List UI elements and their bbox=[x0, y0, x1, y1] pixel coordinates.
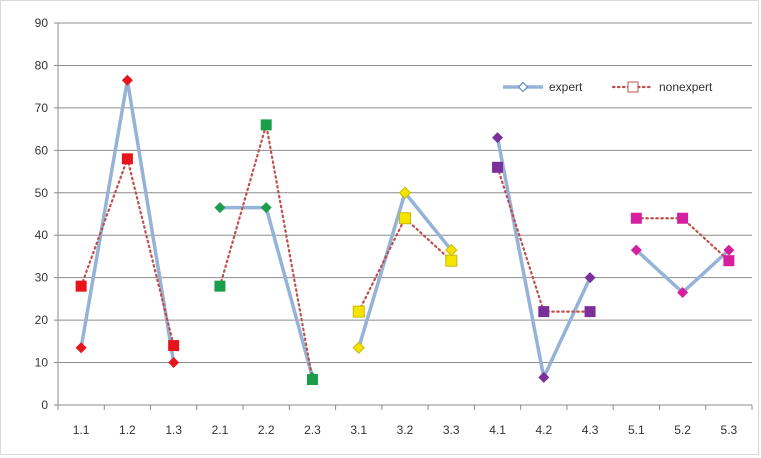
nonexpert-point bbox=[214, 280, 226, 292]
y-tick-label: 0 bbox=[41, 398, 48, 412]
nonexpert-point bbox=[121, 153, 133, 165]
x-tick-label: 4.3 bbox=[582, 423, 599, 437]
x-tick-label: 1.3 bbox=[165, 423, 182, 437]
x-tick-label: 2.1 bbox=[212, 423, 229, 437]
nonexpert-point bbox=[260, 119, 272, 131]
y-tick-label: 80 bbox=[35, 58, 49, 72]
nonexpert-line-group-2 bbox=[218, 124, 314, 381]
nonexpert-point bbox=[677, 212, 689, 224]
nonexpert-point bbox=[399, 212, 411, 225]
nonexpert-point bbox=[445, 254, 458, 267]
x-tick-label: 1.2 bbox=[119, 423, 136, 437]
nonexpert-point bbox=[723, 255, 735, 267]
expert-point bbox=[398, 186, 412, 199]
x-tick-label: 5.2 bbox=[674, 423, 691, 437]
legend-expert-label: expert bbox=[549, 80, 583, 94]
legend-expert-swatch-marker bbox=[517, 81, 529, 93]
expert-point bbox=[168, 357, 180, 369]
x-tick-label: 5.1 bbox=[628, 423, 645, 437]
y-tick-label: 10 bbox=[35, 356, 49, 370]
expert-point bbox=[492, 132, 504, 144]
y-tick-label: 90 bbox=[35, 16, 49, 30]
expert-point bbox=[260, 202, 272, 214]
nonexpert-point bbox=[75, 280, 87, 292]
nonexpert-point bbox=[538, 306, 550, 318]
y-tick-label: 40 bbox=[35, 228, 49, 242]
expert-point bbox=[352, 341, 365, 354]
expert-point bbox=[121, 74, 133, 86]
expert-point bbox=[630, 244, 642, 256]
legend: expert nonexpert bbox=[503, 80, 713, 94]
axes: 0 10 20 30 40 50 60 70 80 90 1.1 1.2 1.3 2.1 2.2 2.3 3.1… bbox=[35, 16, 753, 437]
expert-line-group-2 bbox=[218, 205, 315, 380]
expert-point bbox=[584, 272, 596, 284]
expert-line-group-4 bbox=[495, 135, 592, 380]
expert-point bbox=[445, 243, 458, 257]
nonexpert-point bbox=[584, 306, 596, 318]
nonexpert-point bbox=[492, 161, 504, 173]
nonexpert-point bbox=[168, 340, 180, 352]
x-tick-label: 2.3 bbox=[304, 423, 321, 437]
x-tick-label: 3.1 bbox=[350, 423, 367, 437]
nonexpert-line-group-1 bbox=[80, 155, 175, 347]
legend-nonexpert-label: nonexpert bbox=[659, 80, 713, 94]
nonexpert-point bbox=[630, 212, 642, 224]
expert-point bbox=[214, 202, 226, 214]
expert-point bbox=[306, 371, 318, 383]
expert-point bbox=[538, 371, 550, 383]
x-tick-label: 4.2 bbox=[535, 423, 552, 437]
x-tick-label: 5.3 bbox=[721, 423, 738, 437]
data-markers bbox=[75, 74, 735, 386]
y-tick-label: 30 bbox=[35, 271, 49, 285]
x-tick-label: 3.3 bbox=[443, 423, 460, 437]
expert-point bbox=[723, 244, 735, 256]
series-lines bbox=[79, 78, 731, 381]
x-tick-label: 3.2 bbox=[397, 423, 414, 437]
x-tick-label: 4.1 bbox=[489, 423, 506, 437]
y-tick-label: 50 bbox=[35, 186, 49, 200]
y-tick-label: 70 bbox=[35, 101, 49, 115]
expert-point bbox=[677, 287, 689, 299]
nonexpert-line-group-4 bbox=[496, 166, 592, 313]
x-tick-label: 2.2 bbox=[258, 423, 275, 437]
nonexpert-line-group-5 bbox=[635, 217, 730, 262]
y-tick-label: 60 bbox=[35, 143, 49, 157]
expert-line-group-5 bbox=[634, 248, 731, 295]
expert-point bbox=[75, 342, 87, 354]
y-tick-label: 20 bbox=[35, 313, 49, 327]
nonexpert-point bbox=[352, 305, 365, 318]
x-tick-label: 1.1 bbox=[73, 423, 90, 437]
legend-nonexpert-swatch-marker bbox=[627, 81, 639, 93]
